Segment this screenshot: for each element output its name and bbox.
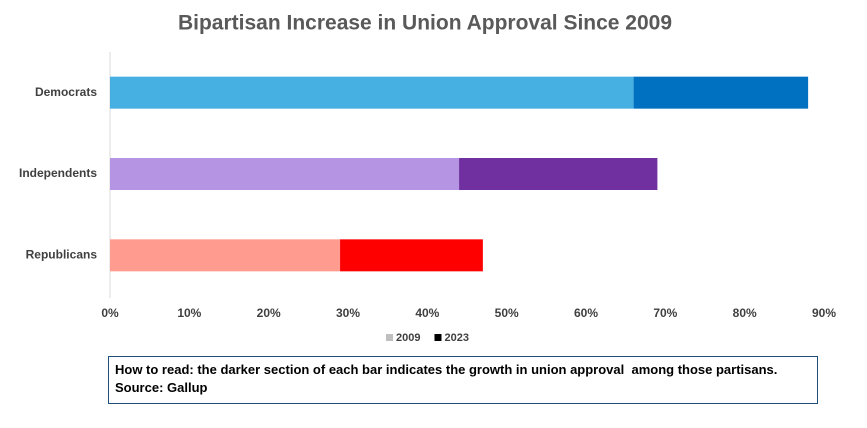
x-tick-label: 40% [415, 306, 439, 320]
x-tick-label: 70% [653, 306, 677, 320]
legend-swatch [386, 334, 393, 341]
legend-swatch [434, 334, 442, 341]
legend-label: 2023 [444, 332, 468, 344]
bar-segment [110, 158, 460, 190]
legend-label: 2009 [396, 332, 420, 344]
x-tick-label: 50% [495, 306, 519, 320]
bar-segment [459, 158, 658, 190]
x-tick-label: 20% [257, 306, 281, 320]
x-tick-label: 60% [574, 306, 598, 320]
note: How to read: the darker section of each … [108, 356, 818, 404]
chart-title: Bipartisan Increase in Union Approval Si… [178, 12, 672, 35]
x-tick-label: 0% [101, 306, 119, 320]
x-tick-label: 30% [336, 306, 360, 320]
bar-segment [110, 76, 634, 109]
y-tick-label: Independents [19, 166, 97, 180]
bar-segment [110, 239, 341, 272]
x-tick-label: 90% [812, 306, 836, 320]
bar-segment [340, 239, 483, 272]
y-tick-label: Democrats [35, 85, 97, 99]
y-tick-label: Republicans [26, 248, 98, 262]
x-tick-label: 10% [177, 306, 201, 320]
bar-segment [633, 76, 809, 109]
x-tick-label: 80% [733, 306, 757, 320]
